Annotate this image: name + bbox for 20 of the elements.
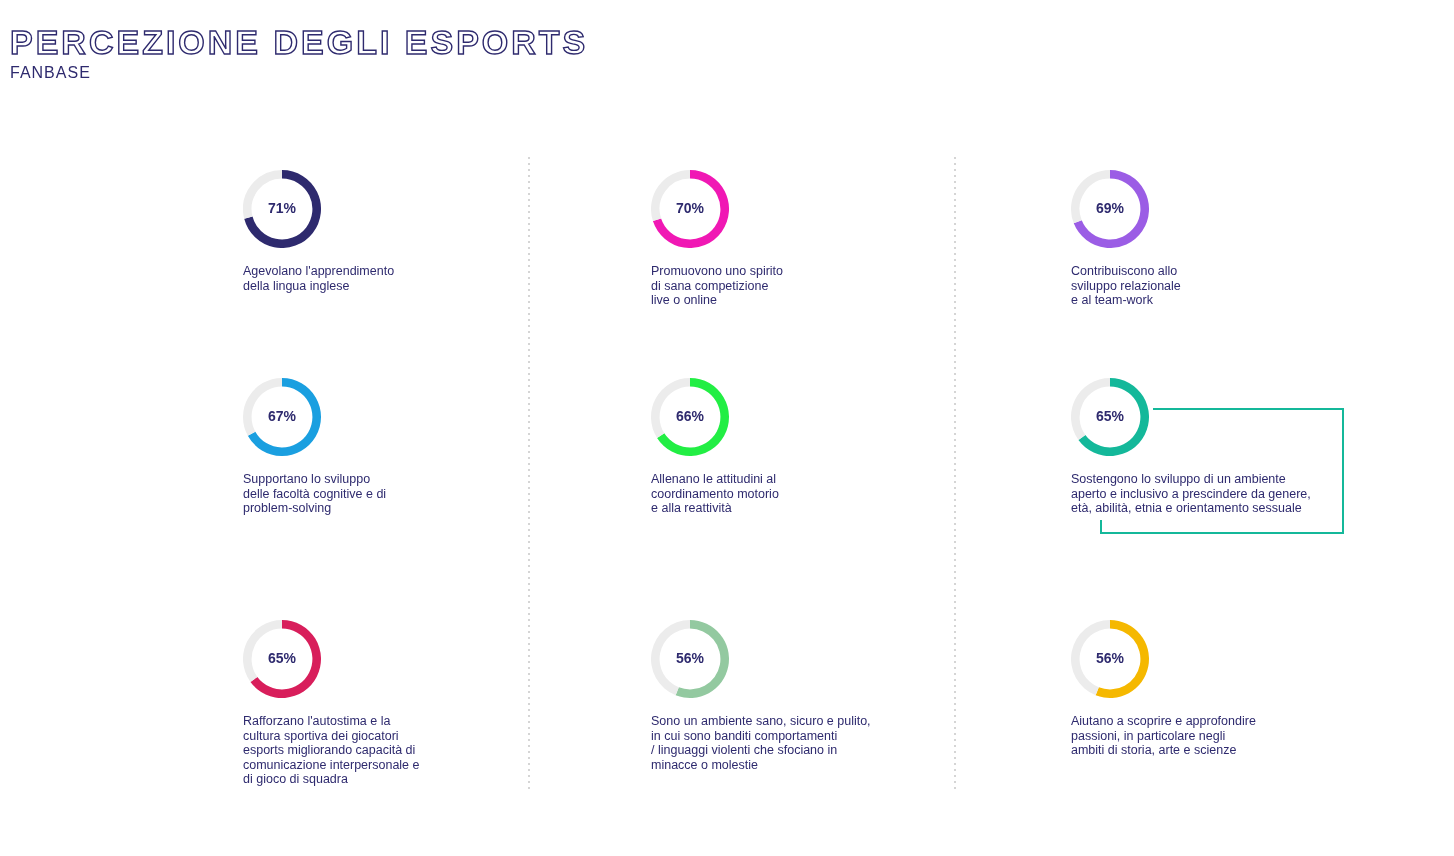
data-label: 71% [267,199,297,216]
text: Sono un ambiente sano, sicuro e pulito, in cui sono banditi comportamenti / linguaggi violenti che sfociano in minacce o molestie [651,714,872,772]
text: FANBASE [10,64,92,82]
data-label: 65% [1095,407,1125,424]
data-label: 56% [675,649,705,666]
text: PERCEZIONE DEGLI ESPORTS [10,23,589,61]
text: Sostengono lo sviluppo di un ambiente aperto e inclusivo a prescindere da genere, età, abilità, etnia e orientamento sessuale [1071,472,1312,516]
text: Rafforzano l'autostima e la cultura sportiva dei giocatori esports migliorando capacità di comunicazione interpersonale e di gioco di squadra [243,714,421,787]
text: Allenano le attitudini al coordinamento motorio e alla reattività [651,472,780,516]
data-label: 66% [675,407,705,424]
data-label: 67% [267,407,297,424]
data-label: 69% [1095,199,1125,216]
text: Promuovono uno spirito di sana competizione live o online [651,264,785,308]
text: Aiutano a scoprire e approfondire passioni, in particolare negli ambiti di storia, arte e scienze [1071,714,1257,758]
text: Supportano lo sviluppo delle facoltà cognitive e di problem-solving [243,472,388,516]
data-label: 70% [675,199,705,216]
data-label: 65% [267,649,297,666]
text: Agevolano l'apprendimento della lingua inglese [243,264,396,293]
data-label: 56% [1095,649,1125,666]
text: Contribuiscono allo sviluppo relazionale e al team-work [1071,264,1182,308]
